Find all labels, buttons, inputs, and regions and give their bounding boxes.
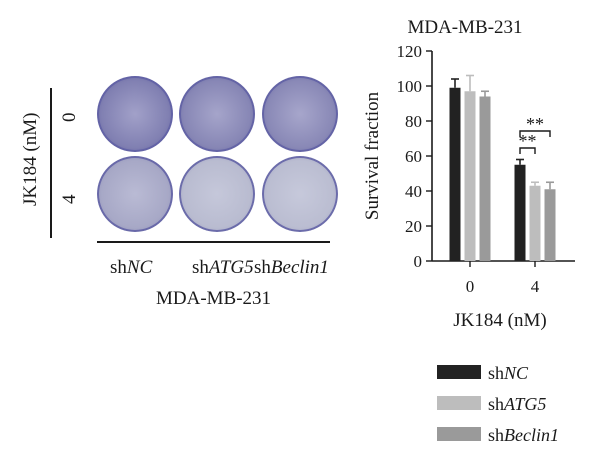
legend-swatch-shBeclin1 [437, 427, 481, 441]
legend-label-shBeclin1: shBeclin1 [488, 425, 559, 445]
chart-title: MDA-MB-231 [407, 17, 522, 38]
bar-shBeclin1-4 [544, 189, 556, 261]
column-label-prefix: sh [254, 257, 271, 278]
y-axis-label: Survival fraction [362, 91, 383, 220]
column-label-gene: NC [126, 257, 153, 278]
significance-label: ** [519, 131, 537, 151]
y-tick-label: 120 [397, 42, 423, 61]
dose-axis-label: JK184 (nM) [20, 112, 41, 206]
y-tick-label: 100 [397, 77, 423, 96]
dose-label-4: 4 [59, 194, 80, 205]
y-tick-label: 0 [414, 252, 423, 271]
legend-label-prefix: sh [488, 363, 504, 383]
bar-shNC-4 [514, 164, 526, 261]
well-shBeclin1-dose-0 [262, 76, 338, 152]
significance-label: ** [526, 114, 544, 134]
y-tick-label: 80 [405, 112, 422, 131]
bar-shNC-0 [449, 87, 461, 261]
cell-line-label: MDA-MB-231 [156, 288, 272, 309]
column-label-gene: Beclin1 [270, 257, 329, 278]
dose-label-0: 0 [59, 112, 80, 123]
bar-shATG5-4 [529, 185, 541, 261]
bar-shATG5-0 [464, 91, 476, 261]
legend-swatch-shATG5 [437, 396, 481, 410]
column-label-gene: ATG5 [208, 257, 254, 278]
legend-swatch-shNC [437, 365, 481, 379]
y-tick-label: 40 [405, 182, 422, 201]
well-shATG5-dose-0 [179, 76, 255, 152]
dose-axis-line [50, 88, 52, 238]
colony-plate-panel: JK184 (nM) 0 4 shNC shATG5 shBeclin1 MDA… [20, 76, 338, 309]
column-label-shNC: shNC [110, 257, 152, 279]
legend-label-shNC: shNC [488, 363, 529, 383]
legend-label-gene: NC [503, 363, 529, 383]
column-label-shBeclin1: shBeclin1 [254, 257, 329, 279]
significance-bracket [519, 147, 536, 154]
bar-shBeclin1-0 [479, 96, 491, 261]
y-tick-label: 60 [405, 147, 422, 166]
legend-label-prefix: sh [488, 425, 504, 445]
x-tick-label: 4 [531, 277, 540, 296]
well-shBeclin1-dose-4 [262, 156, 338, 232]
column-label-shATG5: shATG5 [192, 257, 254, 279]
well-shATG5-dose-4 [179, 156, 255, 232]
x-tick-label: 0 [466, 277, 475, 296]
y-tick-label: 20 [405, 217, 422, 236]
legend-label-shATG5: shATG5 [488, 394, 546, 414]
sample-axis-line [97, 241, 330, 243]
legend-label-prefix: sh [488, 394, 504, 414]
significance-bracket [519, 130, 551, 137]
legend-label-gene: ATG5 [503, 394, 546, 414]
well-shNC-dose-0 [97, 76, 173, 152]
column-label-prefix: sh [110, 257, 127, 278]
column-label-prefix: sh [192, 257, 209, 278]
x-axis-label: JK184 (nM) [453, 310, 546, 331]
legend-label-gene: Beclin1 [504, 425, 559, 445]
well-shNC-dose-4 [97, 156, 173, 232]
